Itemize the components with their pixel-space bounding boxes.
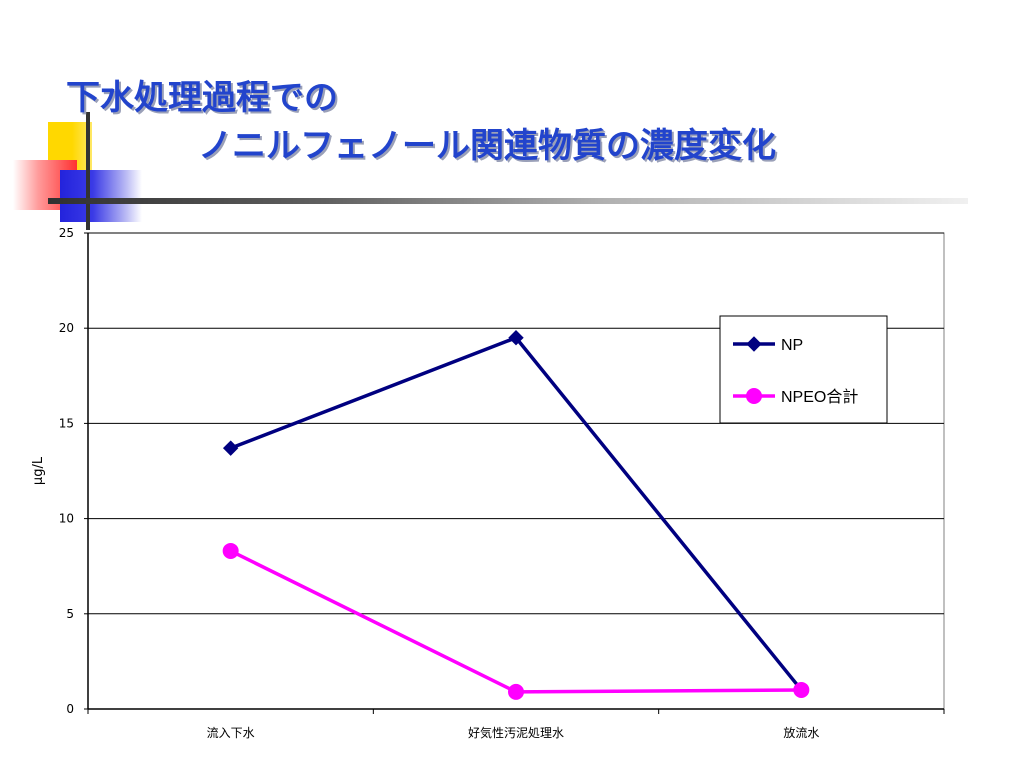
legend-swatch-marker — [746, 388, 762, 404]
x-axis-ticks: 流入下水 好気性汚泥処理水 放流水 — [87, 233, 945, 740]
legend: NP NPEO合計 — [719, 315, 888, 424]
data-point — [793, 681, 810, 698]
y-tick-label: 15 — [59, 416, 74, 430]
plot-area — [87, 232, 945, 710]
legend-label: NP — [781, 337, 803, 354]
series-layer — [222, 330, 810, 700]
y-tick-label: 20 — [59, 321, 74, 335]
legend-label: NPEO合計 — [781, 388, 858, 406]
x-tick-label: 好気性汚泥処理水 — [468, 725, 564, 740]
y-axis-label: μg/L — [31, 456, 46, 485]
y-tick-label: 0 — [66, 702, 74, 716]
decor-blue-square — [60, 170, 142, 222]
x-tick-label: 放流水 — [783, 725, 819, 740]
y-axis-ticks: 0 5 10 15 20 25 — [59, 226, 88, 716]
x-tick-label: 流入下水 — [207, 726, 255, 740]
y-tick-label: 10 — [59, 512, 74, 526]
legend-box — [719, 315, 888, 424]
data-point — [508, 683, 524, 700]
y-tick-label: 25 — [59, 226, 74, 240]
decor-vertical-line — [86, 112, 90, 230]
series-2 — [222, 542, 810, 700]
y-tick-label: 5 — [66, 607, 74, 621]
data-point — [222, 440, 239, 456]
slide-title-line-2: ノニルフェノール関連物質の濃度変化 — [198, 126, 776, 166]
data-point — [222, 542, 239, 559]
decor-horizontal-line — [48, 198, 968, 204]
legend-swatch-marker — [746, 336, 762, 352]
slide-title-line-1: 下水処理過程での — [66, 78, 338, 118]
data-point — [508, 330, 524, 346]
